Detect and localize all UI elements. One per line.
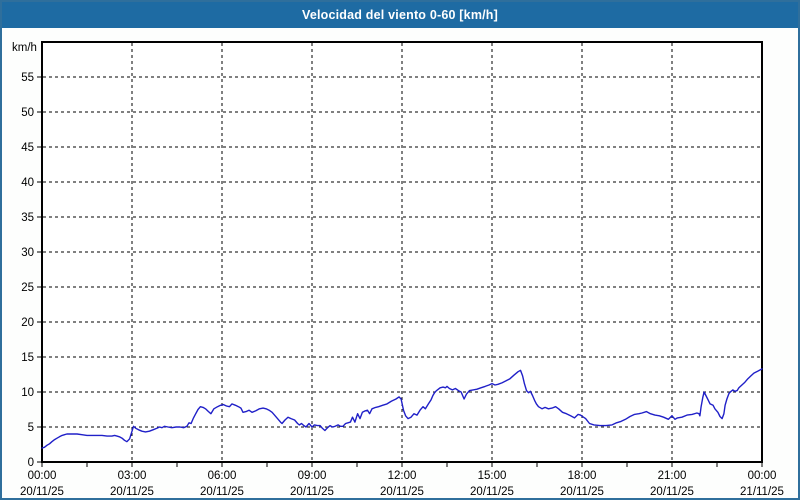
y-tick-label: 30 (21, 247, 34, 259)
x-tick-time-label: 12:00 (388, 470, 417, 482)
x-tick-time-label: 00:00 (748, 470, 777, 482)
x-tick-time-label: 03:00 (118, 470, 147, 482)
title-bar: Velocidad del viento 0-60 [km/h] (2, 2, 798, 28)
y-tick-label: 10 (21, 387, 34, 399)
x-tick-date-label: 21/11/25 (740, 486, 784, 498)
y-tick-label: 40 (21, 177, 34, 189)
x-tick-time-label: 00:00 (28, 470, 57, 482)
x-tick-time-label: 06:00 (208, 470, 237, 482)
chart-title: Velocidad del viento 0-60 [km/h] (301, 8, 499, 22)
x-tick-time-label: 15:00 (478, 470, 507, 482)
y-tick-label: 20 (21, 317, 34, 329)
y-tick-label: 0 (28, 457, 34, 469)
x-tick-date-label: 20/11/25 (650, 486, 694, 498)
x-tick-time-label: 21:00 (658, 470, 687, 482)
y-tick-label: 5 (28, 422, 34, 434)
x-tick-time-label: 09:00 (298, 470, 327, 482)
y-tick-label: 45 (21, 142, 34, 154)
x-tick-date-label: 20/11/25 (20, 486, 64, 498)
x-tick-date-label: 20/11/25 (470, 486, 514, 498)
wind-speed-line (41, 368, 763, 449)
y-tick-label: 50 (21, 107, 34, 119)
y-tick-label: 15 (21, 352, 34, 364)
y-axis-unit-label: km/h (12, 42, 37, 54)
x-tick-date-label: 20/11/25 (110, 486, 154, 498)
x-tick-date-label: 20/11/25 (380, 486, 424, 498)
y-tick-label: 35 (21, 212, 34, 224)
x-tick-date-label: 20/11/25 (560, 486, 604, 498)
x-tick-date-label: 20/11/25 (200, 486, 244, 498)
y-tick-label: 25 (21, 282, 34, 294)
x-tick-date-label: 20/11/25 (290, 486, 334, 498)
x-tick-time-label: 18:00 (568, 470, 597, 482)
y-tick-label: 55 (21, 72, 34, 84)
